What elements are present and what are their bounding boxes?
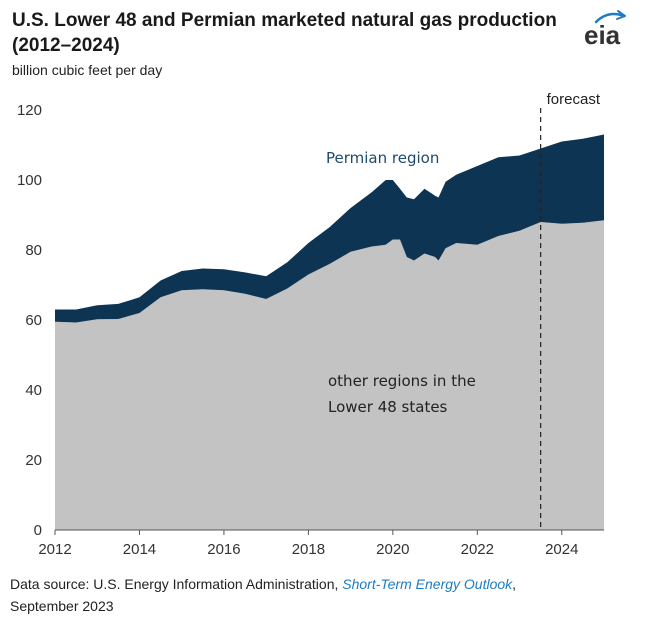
source-suffix: ,	[512, 576, 517, 592]
x-tick-label: 2018	[292, 541, 325, 558]
chart-subtitle: billion cubic feet per day	[12, 62, 163, 78]
forecast-label: forecast	[547, 91, 601, 108]
area-series	[55, 134, 604, 531]
axes: 0 20 40 60 80 100 120 2012 2014 2016 2018 2020 2022 2…	[17, 102, 604, 558]
annotations: forecast Permian region other regions in t…	[326, 91, 601, 530]
production-area-chart: 0 20 40 60 80 100 120 2012 2014 2016 2018 2020 2022 2…	[17, 91, 604, 558]
y-tick-label: 40	[25, 382, 42, 399]
x-tick-label: 2014	[123, 541, 156, 558]
y-tick-label: 20	[25, 452, 42, 469]
source-prefix: Data source: U.S. Energy Information Adm…	[10, 576, 343, 592]
y-tick-label: 0	[34, 522, 42, 539]
y-tick-label: 120	[17, 102, 42, 119]
x-tick-label: 2022	[461, 541, 494, 558]
x-tick-label: 2016	[207, 541, 240, 558]
y-tick-label: 60	[25, 312, 42, 329]
steo-link[interactable]: Short-Term Energy Outlook	[342, 576, 513, 592]
eia-logo-icon: eia	[584, 10, 626, 50]
series-area-permian	[55, 134, 604, 323]
data-source-note: Data source: U.S. Energy Information Adm…	[10, 573, 610, 617]
x-tick-label: 2024	[545, 541, 578, 558]
source-date: September 2023	[10, 598, 114, 614]
permian-region-label: Permian region	[326, 149, 439, 167]
series-area-other-regions	[55, 220, 604, 531]
svg-text:eia: eia	[584, 20, 621, 50]
x-tick-label: 2012	[38, 541, 71, 558]
chart-title: U.S. Lower 48 and Permian marketed natur…	[12, 10, 557, 56]
x-tick-label: 2020	[376, 541, 409, 558]
y-tick-label: 80	[25, 242, 42, 259]
other-regions-label-line1: other regions in the	[328, 372, 476, 390]
other-regions-label-line2: Lower 48 states	[328, 398, 448, 416]
y-tick-label: 100	[17, 172, 42, 189]
